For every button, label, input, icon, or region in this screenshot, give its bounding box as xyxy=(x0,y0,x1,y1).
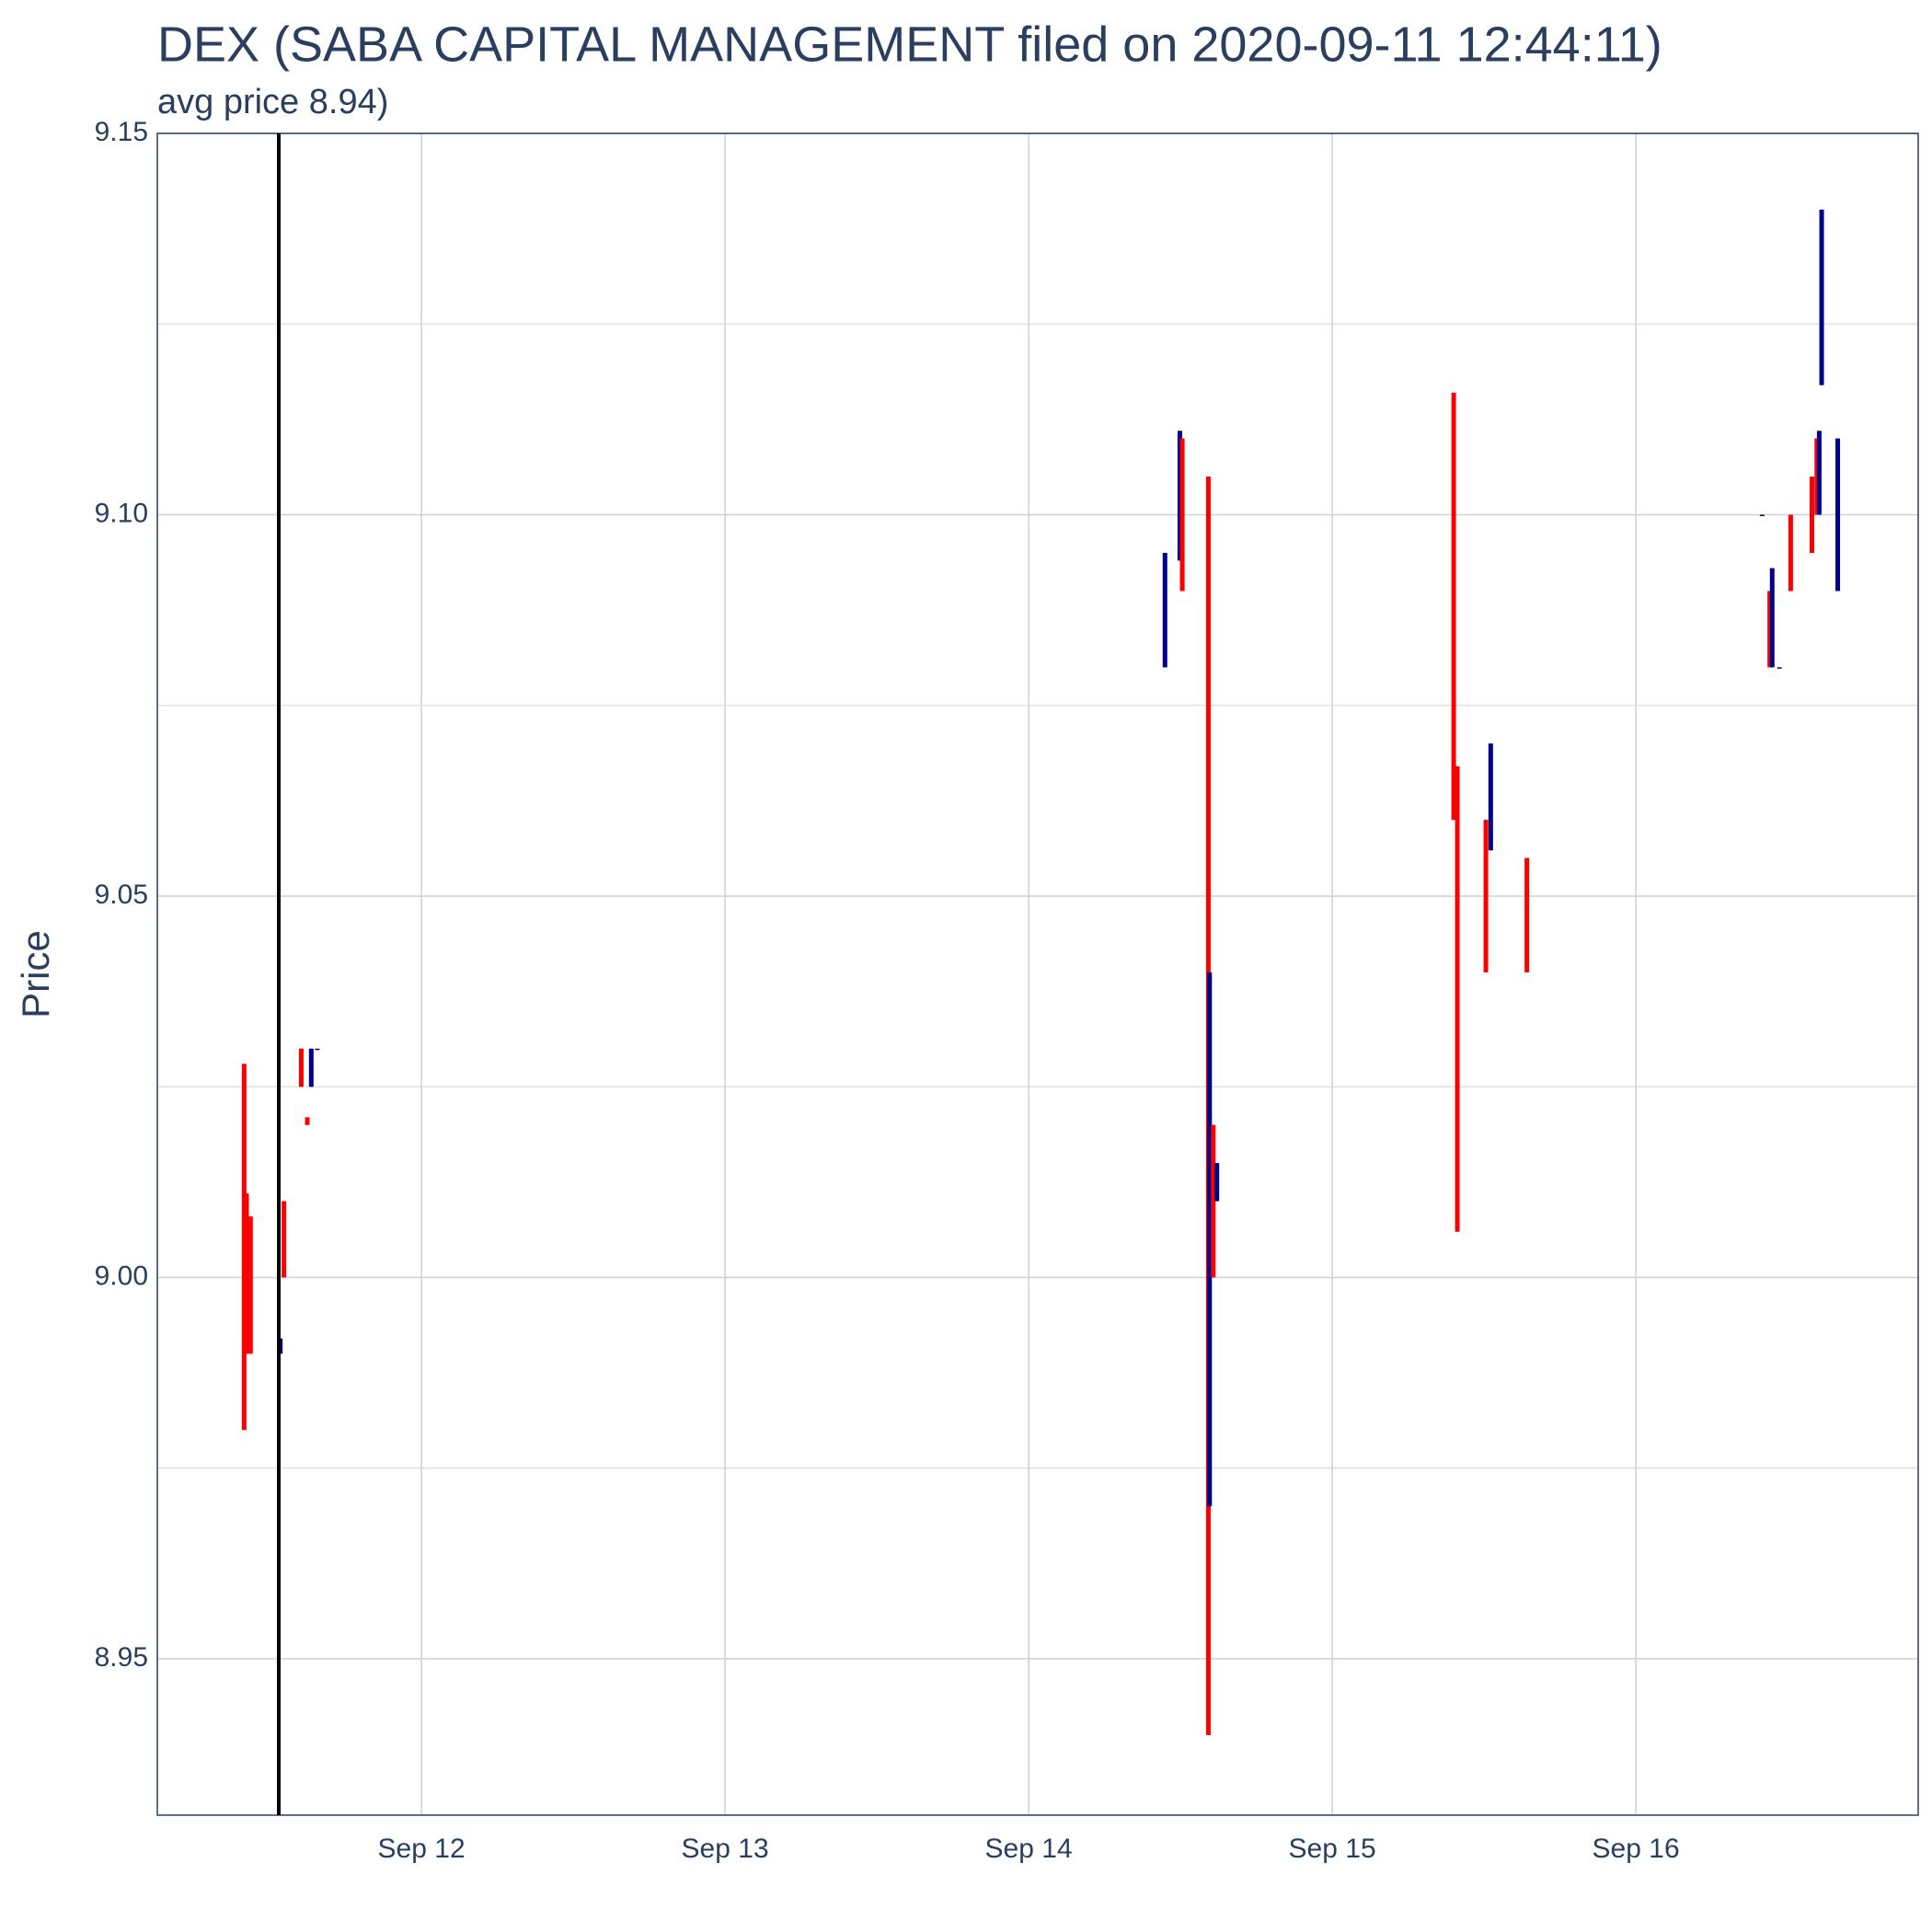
candle-body xyxy=(1455,766,1460,1232)
candle-body xyxy=(1162,552,1167,668)
chart-title: DEX (SABA CAPITAL MANAGEMENT filed on 20… xyxy=(157,17,1662,72)
candle-body xyxy=(241,1064,247,1431)
chart-subtitle: avg price 8.94) xyxy=(157,83,388,121)
candle-body xyxy=(305,1117,310,1125)
plot-frame xyxy=(156,132,1919,1816)
candle-body xyxy=(1451,392,1456,821)
candle-body xyxy=(1788,514,1793,592)
candle-body xyxy=(1524,857,1530,972)
x-tick-label: Sep 16 xyxy=(1593,1834,1680,1864)
x-tick-label: Sep 13 xyxy=(682,1834,769,1864)
candle-body xyxy=(1488,743,1493,851)
candle-body xyxy=(1777,667,1782,669)
candle-body xyxy=(247,1216,253,1354)
y-tick-label: 9.15 xyxy=(95,117,148,147)
candle-body xyxy=(1759,514,1765,517)
candle-body xyxy=(1814,438,1820,515)
candle-body xyxy=(1483,820,1489,972)
candle-body xyxy=(1177,431,1182,561)
y-tick-label: 9.05 xyxy=(95,880,148,910)
candle-body xyxy=(315,1048,320,1051)
candle-body xyxy=(1179,438,1185,592)
candle-body xyxy=(1816,431,1822,515)
candle-body xyxy=(1819,209,1824,385)
candle-body xyxy=(1214,1163,1220,1202)
candle-body xyxy=(1769,568,1775,668)
y-axis-label: Price xyxy=(14,930,57,1018)
candle-body xyxy=(1767,591,1773,668)
candle-body xyxy=(1207,972,1213,1507)
candle-body xyxy=(1211,1124,1216,1278)
candle-body xyxy=(1835,438,1841,592)
y-tick-label: 8.95 xyxy=(95,1642,148,1673)
candle-body xyxy=(244,1193,249,1354)
x-tick-label: Sep 12 xyxy=(378,1834,466,1864)
candle-body xyxy=(282,1201,287,1278)
candle-body xyxy=(298,1048,304,1087)
candle-body xyxy=(308,1048,314,1087)
candle-body xyxy=(1810,477,1814,553)
y-tick-label: 9.10 xyxy=(95,498,148,528)
x-tick-label: Sep 15 xyxy=(1289,1834,1376,1864)
y-tick-label: 9.00 xyxy=(95,1260,148,1291)
x-tick-label: Sep 14 xyxy=(985,1834,1073,1864)
